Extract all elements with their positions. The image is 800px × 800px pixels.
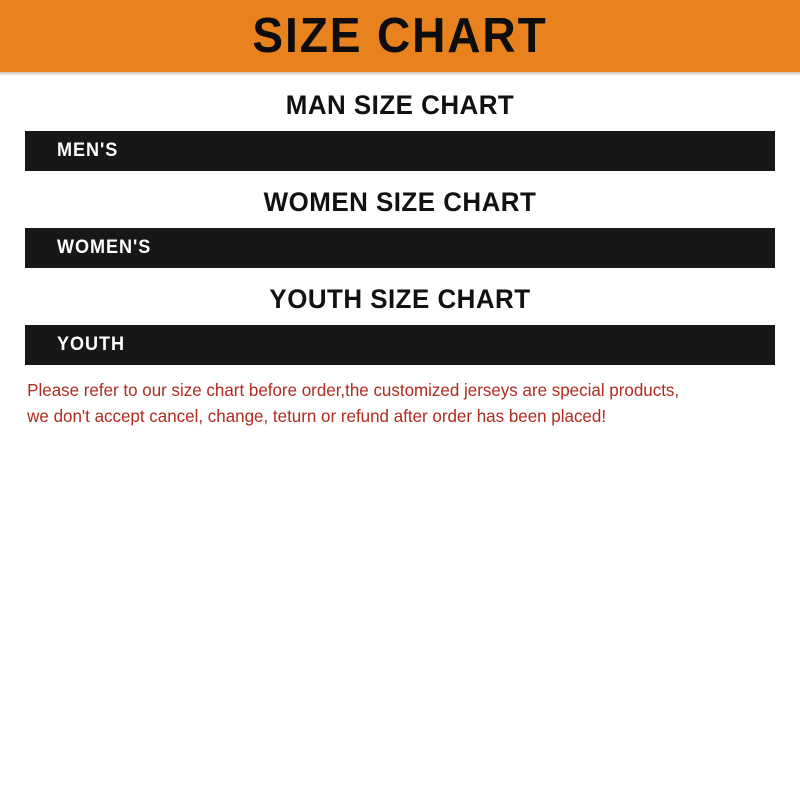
women-label-header: WOMEN'S: [57, 237, 152, 258]
youth-size-table: YOUTH: [25, 325, 775, 365]
youth-label-header: YOUTH: [57, 334, 125, 355]
man-chart-wrapper: MEN'S: [0, 131, 800, 171]
banner-shadow-divider: [0, 72, 800, 76]
women-size-table: WOMEN'S: [25, 228, 775, 268]
man-label-header: MEN'S: [57, 140, 119, 161]
youth-chart-wrapper: YOUTH: [0, 325, 800, 365]
women-section-title: WOMEN SIZE CHART: [263, 187, 537, 217]
women-header-row: WOMEN'S: [25, 228, 775, 268]
disclaimer-line-2: we don't accept cancel, change, teturn o…: [27, 406, 607, 427]
man-section-title: MAN SIZE CHART: [285, 90, 515, 120]
women-chart-wrapper: WOMEN'S: [0, 228, 800, 268]
youth-section-title: YOUTH SIZE CHART: [269, 284, 531, 314]
women-table-head: WOMEN'S: [25, 228, 775, 268]
man-table-head: MEN'S: [25, 131, 775, 171]
youth-header-row: YOUTH: [25, 325, 775, 365]
youth-table-head: YOUTH: [25, 325, 775, 365]
man-header-row: MEN'S: [25, 131, 775, 171]
man-size-table: MEN'S: [25, 131, 775, 171]
disclaimer-text: Please refer to our size chart before or…: [0, 365, 776, 430]
page-banner: SIZE CHART: [0, 0, 800, 72]
page-title: SIZE CHART: [252, 8, 548, 63]
disclaimer-line-1: Please refer to our size chart before or…: [27, 380, 680, 400]
